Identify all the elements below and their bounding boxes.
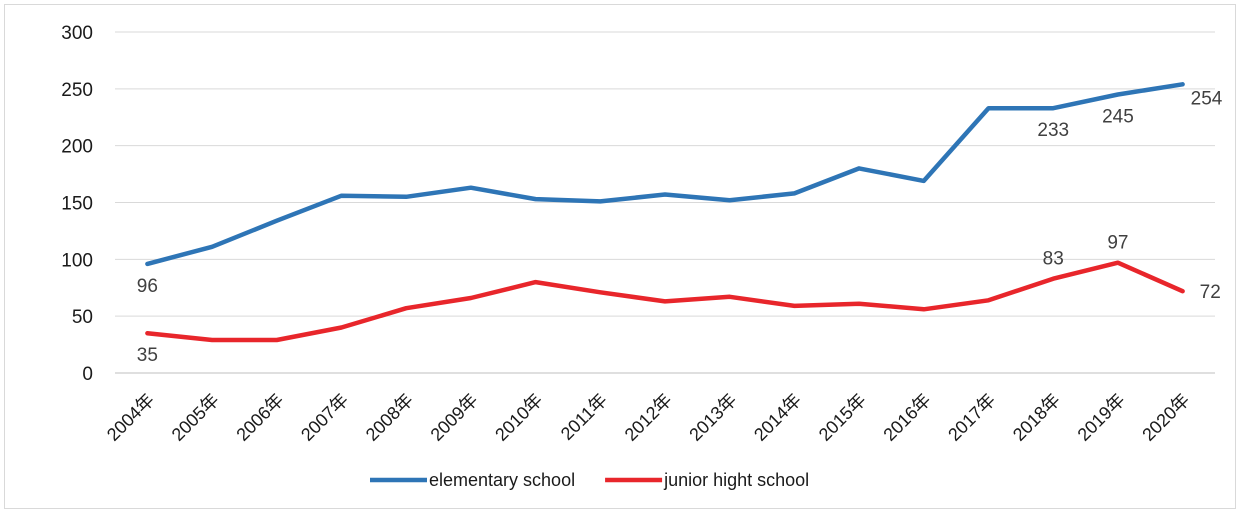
y-tick-label: 150 <box>61 194 93 215</box>
chart-frame <box>4 4 1236 509</box>
y-tick-label: 0 <box>82 364 93 385</box>
x-tick-label: 2014年 <box>750 390 805 445</box>
data-labels: 96 233 245 254 35 83 97 72 <box>137 88 1223 366</box>
data-label: 233 <box>1037 120 1069 141</box>
y-axis-ticks: 0 50 100 150 200 250 300 <box>61 23 93 385</box>
data-label: 72 <box>1200 282 1221 303</box>
x-tick-label: 2016年 <box>879 390 934 445</box>
data-label: 83 <box>1043 249 1064 270</box>
x-tick-label: 2007年 <box>297 390 352 445</box>
y-tick-label: 200 <box>61 137 93 158</box>
x-tick-label: 2008年 <box>362 390 417 445</box>
data-label: 97 <box>1107 233 1128 254</box>
y-tick-label: 300 <box>61 23 93 44</box>
legend-label-2: junior hight school <box>663 470 809 490</box>
x-tick-label: 2006年 <box>232 390 287 445</box>
x-tick-label: 2004年 <box>103 390 158 445</box>
data-label: 35 <box>137 345 158 366</box>
series-lines <box>145 82 1185 343</box>
x-tick-label: 2018年 <box>1009 390 1064 445</box>
x-tick-label: 2019年 <box>1074 390 1129 445</box>
gridlines <box>115 31 1215 374</box>
data-label: 245 <box>1102 107 1134 128</box>
data-label: 254 <box>1191 88 1223 109</box>
legend-label-1: elementary school <box>429 470 575 490</box>
series-line-1 <box>145 82 1185 267</box>
x-tick-label: 2011年 <box>557 390 611 444</box>
x-tick-label: 2009年 <box>427 390 482 445</box>
series-line-2 <box>145 260 1185 343</box>
x-tick-label: 2020年 <box>1138 390 1193 445</box>
x-tick-label: 2013年 <box>685 390 740 445</box>
x-axis-ticks: 2004年 2005年 2006年 2007年 2008年 2009年 2010年 2011年… <box>103 390 1193 445</box>
x-tick-label: 2005年 <box>168 390 223 445</box>
y-tick-label: 100 <box>61 250 93 271</box>
y-tick-label: 50 <box>72 307 93 328</box>
x-tick-label: 2010年 <box>491 390 546 445</box>
x-tick-label: 2017年 <box>944 390 999 445</box>
legend: elementary school junior hight school <box>370 470 809 490</box>
y-tick-label: 250 <box>61 80 93 101</box>
data-label: 96 <box>137 276 158 297</box>
x-tick-label: 2015年 <box>815 390 870 445</box>
x-tick-label: 2012年 <box>621 390 676 445</box>
